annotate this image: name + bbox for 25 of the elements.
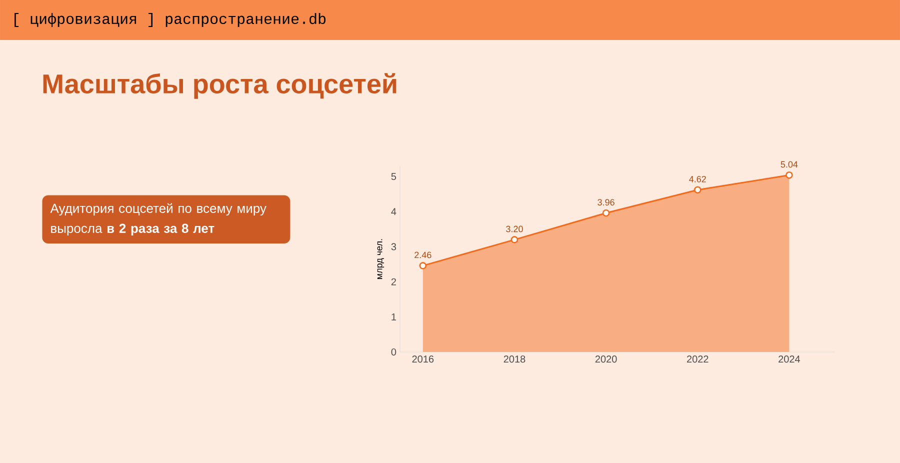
point <box>786 171 793 179</box>
y-tick-label: 0 <box>391 348 396 356</box>
data-label: 3.96 <box>598 199 614 206</box>
x-tick-label: 2016 <box>412 356 434 363</box>
data-label: 3.20 <box>506 226 523 232</box>
data-label: 4.62 <box>689 176 706 182</box>
y-axis-title: млрд чел. <box>377 239 384 279</box>
y-tick-label: 1 <box>392 313 396 320</box>
text: [ цифровизация ] распространение.db <box>14 13 326 27</box>
point <box>602 209 610 217</box>
x-tick-label: 2020 <box>595 356 617 363</box>
point <box>510 236 518 244</box>
point <box>419 262 427 270</box>
x-tick-label: 2022 <box>687 356 708 363</box>
data-label: 2.46 <box>414 252 432 258</box>
y-tick-label: 3 <box>391 243 396 250</box>
x-tick-label: 2018 <box>504 356 526 363</box>
text: Аудитория соцсетей по всему миру выросла в 2 раза за 8 лет <box>50 203 266 236</box>
x-tick-label: 2024 <box>778 356 800 363</box>
y-tick-label: 5 <box>391 173 396 180</box>
chart-title: Масштабы роста соцсетей <box>43 73 396 99</box>
y-tick-label: 4 <box>391 208 396 216</box>
data-label: 5.04 <box>780 161 798 168</box>
y-tick-label: 2 <box>391 278 396 286</box>
point <box>694 186 702 194</box>
